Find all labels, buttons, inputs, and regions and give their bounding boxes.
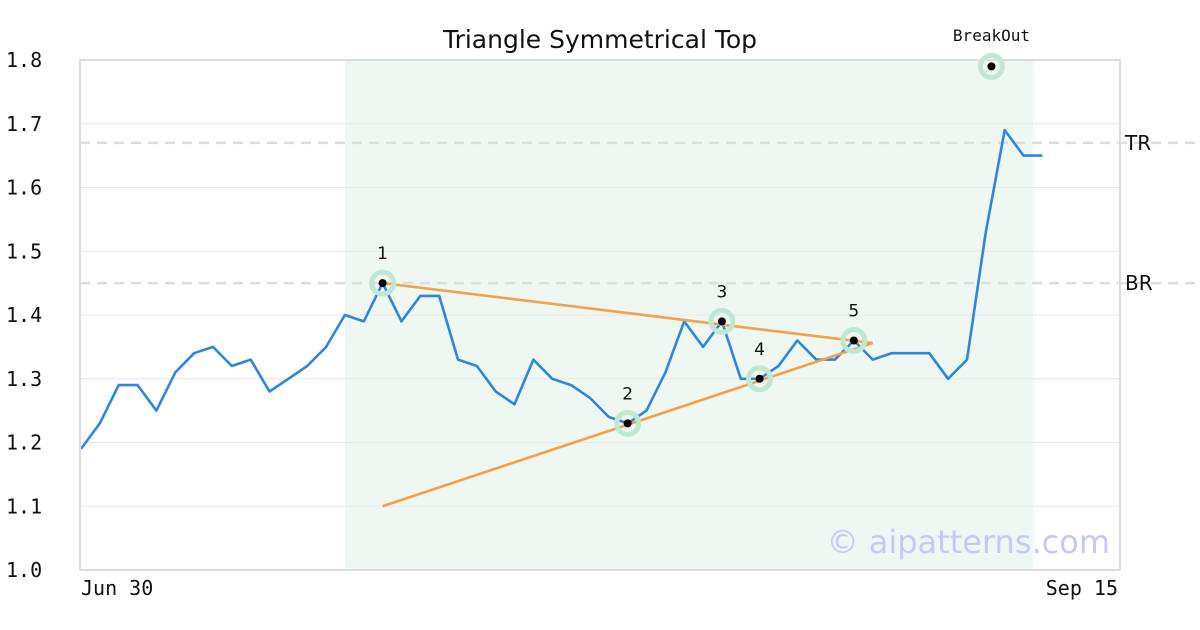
x-tick-label: Sep 15 (1046, 576, 1118, 600)
pattern-point-dot (849, 336, 858, 345)
pattern-point-label: 4 (754, 340, 765, 360)
breakout-point-halo (977, 52, 1005, 80)
y-tick-label: 1.6 (6, 176, 42, 200)
x-tick-label: Jun 30 (81, 576, 153, 600)
y-tick-label: 1.4 (6, 303, 42, 327)
y-tick-label: 1.3 (6, 367, 42, 391)
pattern-point-label: 3 (716, 282, 727, 302)
pattern-point-halo (614, 409, 642, 437)
pattern-point-label: 1 (377, 244, 388, 264)
pattern-point-dot (717, 317, 726, 326)
y-tick-label: 1.8 (6, 48, 42, 72)
watermark: © aipatterns.com (827, 523, 1110, 561)
pattern-point-halo (840, 327, 868, 354)
pattern-point-dot (378, 279, 387, 288)
breakout-label: BreakOut (953, 26, 1030, 45)
price-series-line (79, 128, 1043, 450)
pattern-point-halo (746, 365, 774, 393)
reference-label-br: BR (1125, 271, 1153, 295)
breakout-point-dot (987, 62, 996, 71)
pattern-point-halo (708, 307, 736, 335)
reference-label-tr: TR (1124, 131, 1151, 155)
pattern-point-label: 2 (622, 384, 633, 404)
y-tick-label: 1.0 (6, 558, 42, 582)
y-tick-label: 1.7 (6, 112, 42, 136)
pattern-point-dot (623, 419, 632, 428)
plot-frame (79, 59, 1121, 571)
upper-trend-line (382, 281, 873, 345)
pattern-point-dot (755, 374, 764, 383)
y-tick-label: 1.2 (6, 431, 42, 455)
pattern-point-halo (369, 269, 397, 297)
y-tick-label: 1.1 (6, 494, 42, 518)
y-tick-label: 1.5 (6, 239, 42, 263)
chart-title: Triangle Symmetrical Top (442, 25, 757, 54)
pattern-point-label: 5 (848, 302, 859, 322)
